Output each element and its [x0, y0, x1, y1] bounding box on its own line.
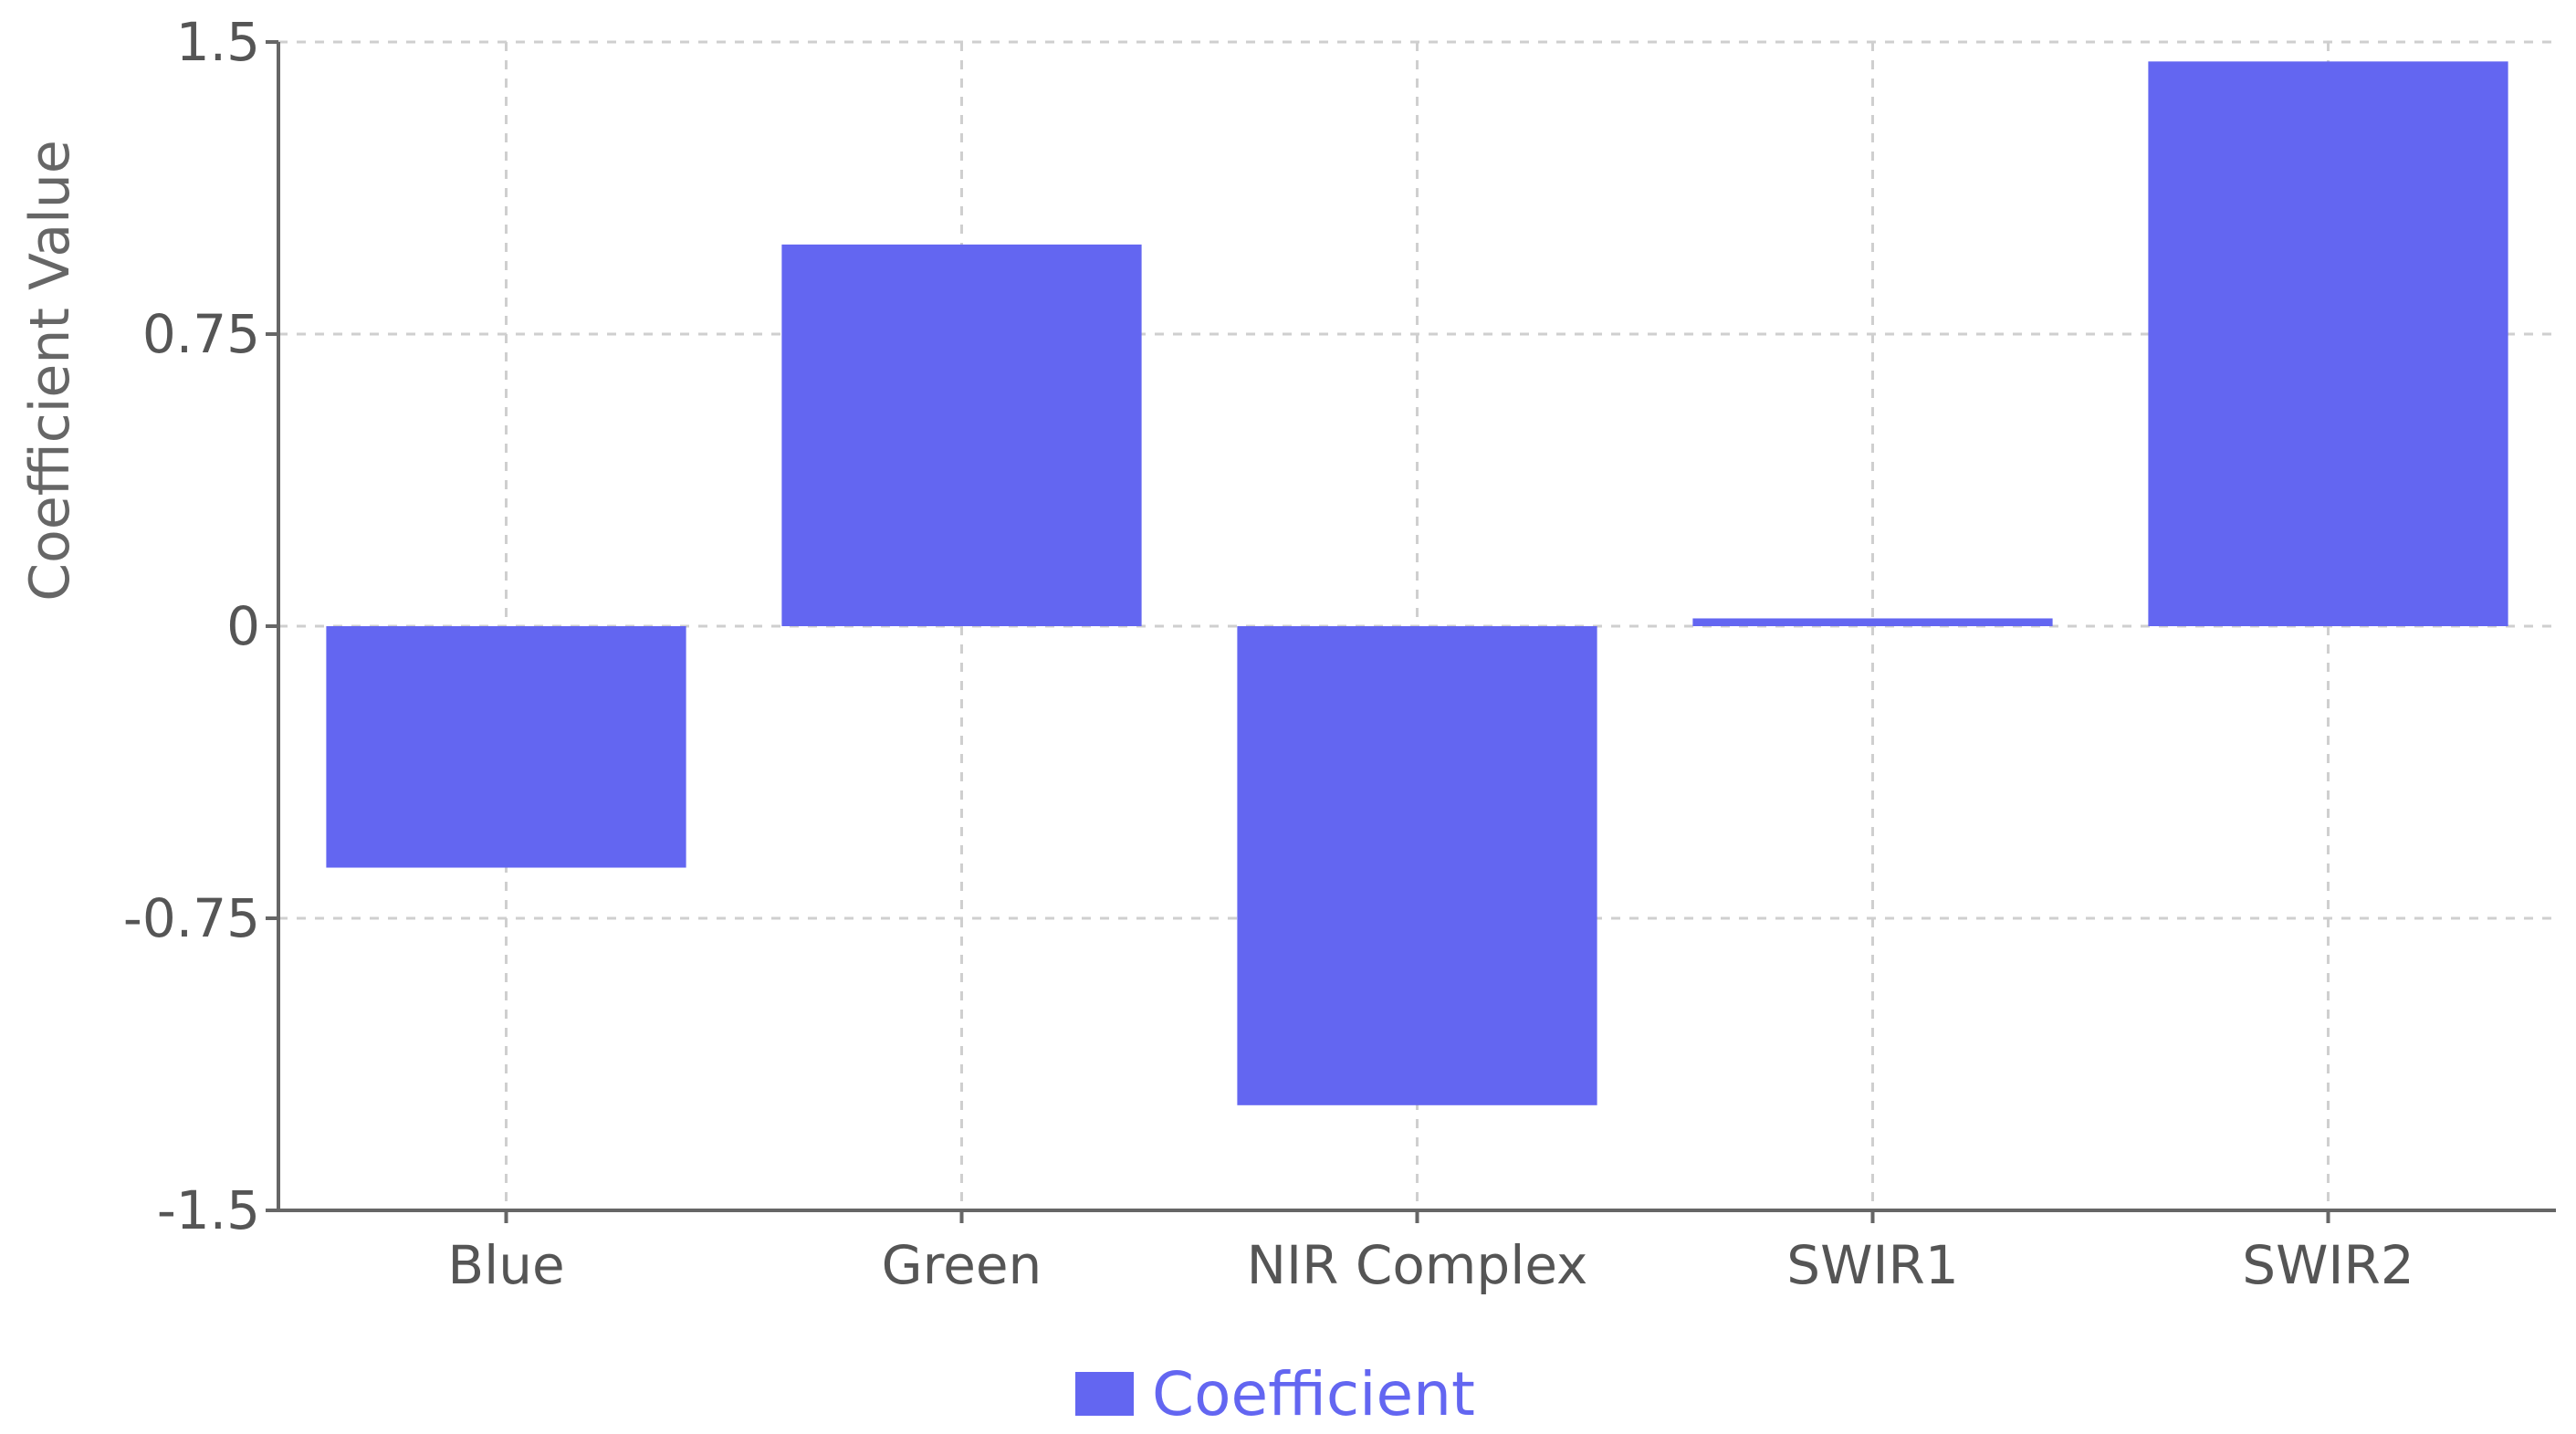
y-axis-title: Coefficient Value [18, 140, 82, 602]
bar-nir-complex[interactable] [1237, 626, 1597, 1105]
legend-swatch [1075, 1372, 1134, 1416]
y-tick-label: 0 [226, 595, 260, 657]
y-tick-label: -0.75 [123, 887, 260, 949]
x-tick-label: Green [882, 1234, 1042, 1296]
y-tick-label: 1.5 [176, 11, 260, 73]
y-tick-labels: 1.5 0.75 0 -0.75 -1.5 [123, 11, 278, 1241]
bar-swir2[interactable] [2148, 61, 2508, 627]
legend-label: Coefficient [1152, 1359, 1475, 1429]
bar-swir1[interactable] [1692, 618, 2053, 626]
y-tick-label: -1.5 [157, 1179, 260, 1241]
bar-green[interactable] [781, 244, 1142, 626]
bars [326, 61, 2508, 1105]
y-tick-label: 0.75 [142, 303, 260, 365]
legend[interactable]: Coefficient [1075, 1359, 1475, 1429]
x-tick-labels: Blue Green NIR Complex SWIR1 SWIR2 [447, 1210, 2414, 1296]
x-tick-label: Blue [447, 1234, 564, 1296]
x-tick-label: SWIR1 [1786, 1234, 1958, 1296]
x-tick-label: NIR Complex [1247, 1234, 1588, 1296]
x-tick-label: SWIR2 [2242, 1234, 2414, 1296]
bar-blue[interactable] [326, 626, 686, 868]
